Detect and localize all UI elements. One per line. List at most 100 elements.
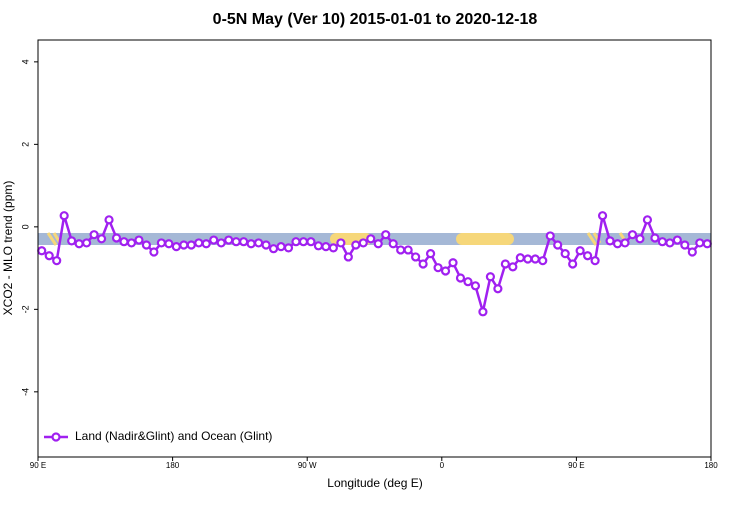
data-point bbox=[388, 239, 398, 249]
x-tick-label: 180 bbox=[704, 461, 718, 470]
y-tick-label: -4 bbox=[20, 388, 30, 396]
y-tick-label: -2 bbox=[20, 305, 30, 313]
data-point bbox=[59, 211, 69, 221]
data-point bbox=[52, 256, 62, 266]
data-point bbox=[515, 253, 525, 263]
data-point bbox=[478, 307, 488, 317]
data-point bbox=[351, 240, 361, 250]
data-point bbox=[89, 230, 99, 240]
data-point bbox=[650, 233, 660, 243]
data-point bbox=[231, 237, 241, 247]
data-point bbox=[665, 238, 675, 248]
data-point bbox=[366, 234, 376, 244]
data-point bbox=[44, 251, 54, 261]
y-tick-label: 2 bbox=[20, 142, 30, 147]
data-point bbox=[538, 256, 548, 266]
data-point bbox=[627, 230, 638, 240]
data-point bbox=[298, 237, 309, 247]
x-axis-label: Longitude (deg E) bbox=[327, 476, 422, 490]
data-point bbox=[209, 235, 219, 245]
data-point bbox=[283, 243, 294, 253]
data-point bbox=[463, 277, 473, 287]
data-point bbox=[411, 252, 421, 262]
data-point bbox=[433, 263, 443, 273]
data-point bbox=[455, 273, 466, 283]
data-point bbox=[253, 238, 264, 248]
data-point bbox=[186, 240, 196, 250]
data-point bbox=[37, 246, 47, 256]
data-point bbox=[343, 252, 353, 262]
data-point bbox=[194, 238, 204, 248]
data-point bbox=[523, 254, 533, 264]
data-point bbox=[104, 215, 114, 225]
data-point bbox=[381, 230, 391, 240]
data-point bbox=[216, 238, 226, 248]
data-point bbox=[74, 239, 84, 249]
data-point bbox=[672, 235, 682, 245]
data-point bbox=[306, 237, 316, 247]
data-point bbox=[403, 245, 413, 255]
data-point bbox=[239, 237, 249, 247]
data-point bbox=[67, 236, 77, 246]
data-point bbox=[268, 244, 279, 254]
data-point bbox=[597, 211, 608, 221]
data-point bbox=[545, 231, 555, 241]
legend-marker bbox=[51, 432, 61, 442]
data-point bbox=[141, 240, 152, 250]
data-point bbox=[560, 249, 570, 259]
data-point bbox=[164, 239, 174, 249]
data-point bbox=[224, 235, 234, 245]
x-tick-label: 180 bbox=[166, 461, 180, 470]
data-point bbox=[440, 266, 451, 276]
data-point bbox=[605, 236, 615, 246]
series-line bbox=[41, 215, 708, 313]
data-point bbox=[134, 235, 144, 245]
x-tick-label: 90 E bbox=[30, 461, 46, 470]
data-point bbox=[321, 242, 331, 252]
data-point bbox=[470, 281, 481, 291]
chart-title: 0-5N May (Ver 10) 2015-01-01 to 2020-12-… bbox=[213, 11, 538, 28]
plot-area bbox=[37, 211, 712, 317]
data-point bbox=[687, 247, 697, 257]
x-tick-label: 90 E bbox=[568, 461, 584, 470]
data-point bbox=[179, 240, 189, 250]
data-point bbox=[328, 243, 338, 253]
data-point bbox=[291, 237, 301, 247]
data-point bbox=[448, 258, 458, 268]
data-point bbox=[358, 238, 368, 248]
data-point bbox=[583, 251, 593, 261]
data-point bbox=[156, 238, 166, 248]
data-point bbox=[702, 239, 712, 249]
data-point bbox=[171, 242, 181, 252]
data-point bbox=[642, 215, 653, 225]
x-tick-label: 0 bbox=[440, 461, 445, 470]
data-point bbox=[96, 234, 107, 244]
data-point bbox=[336, 238, 346, 248]
data-point bbox=[500, 259, 510, 269]
data-point bbox=[485, 272, 496, 282]
data-point bbox=[657, 237, 667, 247]
data-point bbox=[149, 247, 159, 257]
y-axis-label: XCO2 - MLO trend (ppm) bbox=[1, 181, 15, 316]
data-point bbox=[119, 237, 129, 247]
data-point bbox=[111, 233, 122, 243]
data-point bbox=[695, 238, 705, 248]
data-point bbox=[493, 284, 503, 294]
data-point bbox=[396, 245, 406, 255]
data-point bbox=[246, 239, 256, 249]
data-point bbox=[313, 241, 324, 251]
data-point bbox=[418, 259, 428, 269]
data-point bbox=[553, 240, 563, 250]
data-point bbox=[620, 238, 630, 248]
data-point bbox=[373, 239, 383, 249]
data-point bbox=[612, 239, 623, 249]
data-point bbox=[568, 259, 578, 269]
data-point bbox=[508, 262, 518, 272]
data-point bbox=[126, 238, 137, 248]
data-point bbox=[635, 234, 645, 244]
data-point bbox=[680, 240, 690, 250]
data-point bbox=[530, 254, 540, 264]
data-point bbox=[261, 240, 271, 250]
data-point bbox=[590, 256, 600, 266]
